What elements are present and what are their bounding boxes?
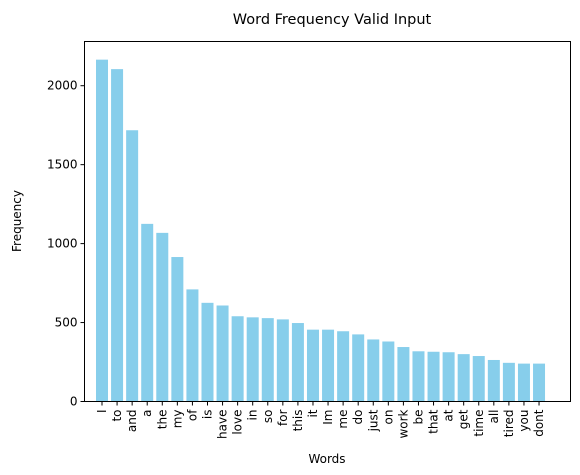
bar-have [216,305,229,402]
bar-to [111,69,124,402]
x-tick-label: all [487,410,501,424]
bar-so [261,318,274,402]
y-tick-label: 2000 [47,79,78,93]
x-tick-label: and [125,410,139,433]
bar-this [291,323,304,402]
x-tick-label: do [351,410,365,425]
bar-work [397,347,410,402]
x-tick-label: at [442,409,456,421]
x-tick-label: love [231,410,245,435]
bar-of [186,289,199,402]
bar-that [427,351,440,402]
x-tick-label: a [140,410,154,417]
bar-a [141,223,154,402]
bar-it [306,329,319,402]
plot-frame [84,41,571,402]
bar-you [517,363,530,402]
chart-title: Word Frequency Valid Input [233,12,432,28]
bar-tired [502,362,515,402]
bar-and [126,130,139,402]
x-tick-label: the [155,410,169,430]
x-tick-label: so [261,410,275,424]
y-axis: 0 500 1000 1500 2000 [47,79,85,409]
x-tick-label: you [517,410,531,432]
y-tick-label: 1500 [47,158,78,172]
x-tick-label: this [291,410,305,432]
bar-dont [533,363,546,402]
bar-in [246,317,259,402]
bar-my [171,257,184,402]
bar-get [457,354,470,402]
bar-me [337,331,350,402]
x-tick-label: on [381,410,395,425]
x-tick-label: just [366,409,380,432]
x-tick-label: that [427,409,441,434]
bar-Im [322,329,335,402]
y-tick-label: 500 [55,316,78,330]
y-tick-label: 0 [70,395,78,409]
x-tick-label: me [336,410,350,429]
bar-do [352,334,365,402]
x-tick-label: time [472,410,486,437]
x-tick-label: have [216,410,230,439]
x-axis-label: Words [308,452,345,466]
bar-just [367,339,380,402]
x-tick-label: tired [502,410,516,438]
x-tick-label: is [200,410,214,420]
bar-I [96,59,108,402]
x-tick-label: I [95,410,109,414]
bar-for [276,319,289,402]
bar-be [412,351,425,402]
x-tick-label: it [306,409,320,417]
bar-love [231,316,244,402]
x-tick-label: dont [532,409,546,437]
bars-group [96,59,546,402]
x-tick-label: be [411,410,425,425]
x-tick-label: my [170,410,184,429]
x-tick-label: of [185,409,199,421]
bar-all [487,359,500,402]
x-tick-label: work [396,409,410,438]
x-tick-label: Im [321,410,335,425]
bar-the [156,232,169,402]
bar-time [472,356,485,402]
x-tick-label: to [110,410,124,422]
bar-is [201,302,214,402]
bar-at [442,352,455,402]
x-tick-label: get [457,409,471,429]
y-axis-label: Frequency [10,190,24,252]
x-tick-label: in [246,410,260,421]
bar-on [382,341,395,402]
y-tick-label: 1000 [47,237,78,251]
x-tick-label: for [276,409,290,426]
